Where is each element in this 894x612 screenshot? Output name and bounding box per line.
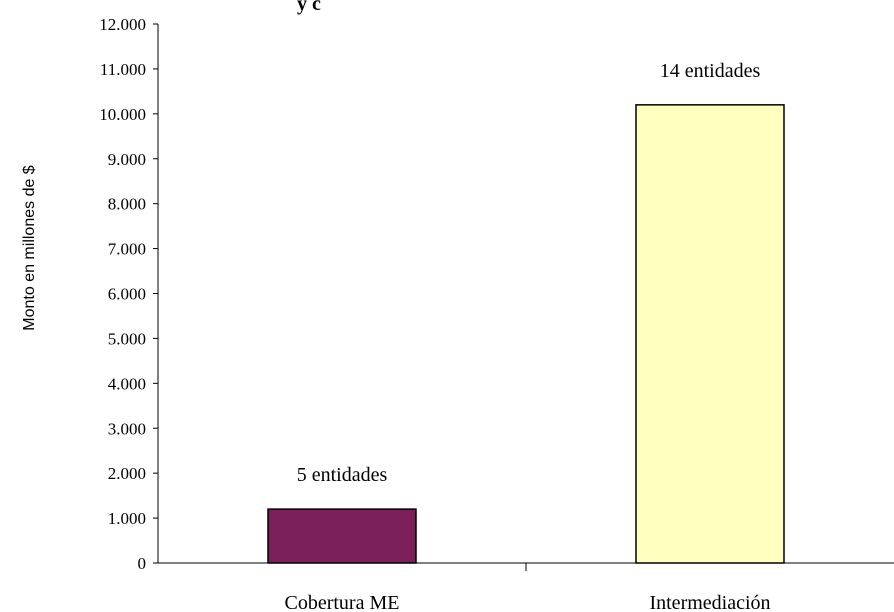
y-tick-label: 2.000 <box>108 464 146 483</box>
y-tick-label: 0 <box>138 554 147 573</box>
y-tick-label: 11.000 <box>100 60 146 79</box>
chart-title-fragment: y c <box>297 0 321 15</box>
y-axis-title: Monto en millones de $ <box>21 165 38 331</box>
category-label-1: Cobertura ME <box>285 592 400 612</box>
data-label-1: 5 entidades <box>297 464 388 486</box>
y-tick-label: 3.000 <box>108 419 146 438</box>
bar-2 <box>635 104 785 564</box>
bars <box>267 104 785 564</box>
y-tick-label: 6.000 <box>108 285 146 304</box>
bar-1 <box>267 508 417 564</box>
y-tick-label: 1.000 <box>108 509 146 528</box>
y-tick-label: 9.000 <box>108 150 146 169</box>
y-tick-label: 7.000 <box>108 240 146 259</box>
y-tick-label: 10.000 <box>99 105 146 124</box>
y-tick-label: 5.000 <box>108 329 146 348</box>
data-labels: 5 entidades 14 entidades <box>297 60 761 486</box>
y-ticks: 0 1.000 2.000 3.000 4.000 5.000 6.000 7.000 8.00… <box>99 15 158 573</box>
data-label-2: 14 entidades <box>660 60 761 82</box>
y-tick-label: 4.000 <box>108 374 146 393</box>
y-tick-label: 12.000 <box>99 15 146 34</box>
category-labels: Cobertura ME Intermediación <box>285 592 771 612</box>
y-tick-label: 8.000 <box>108 195 146 214</box>
category-label-2: Intermediación <box>649 592 770 612</box>
